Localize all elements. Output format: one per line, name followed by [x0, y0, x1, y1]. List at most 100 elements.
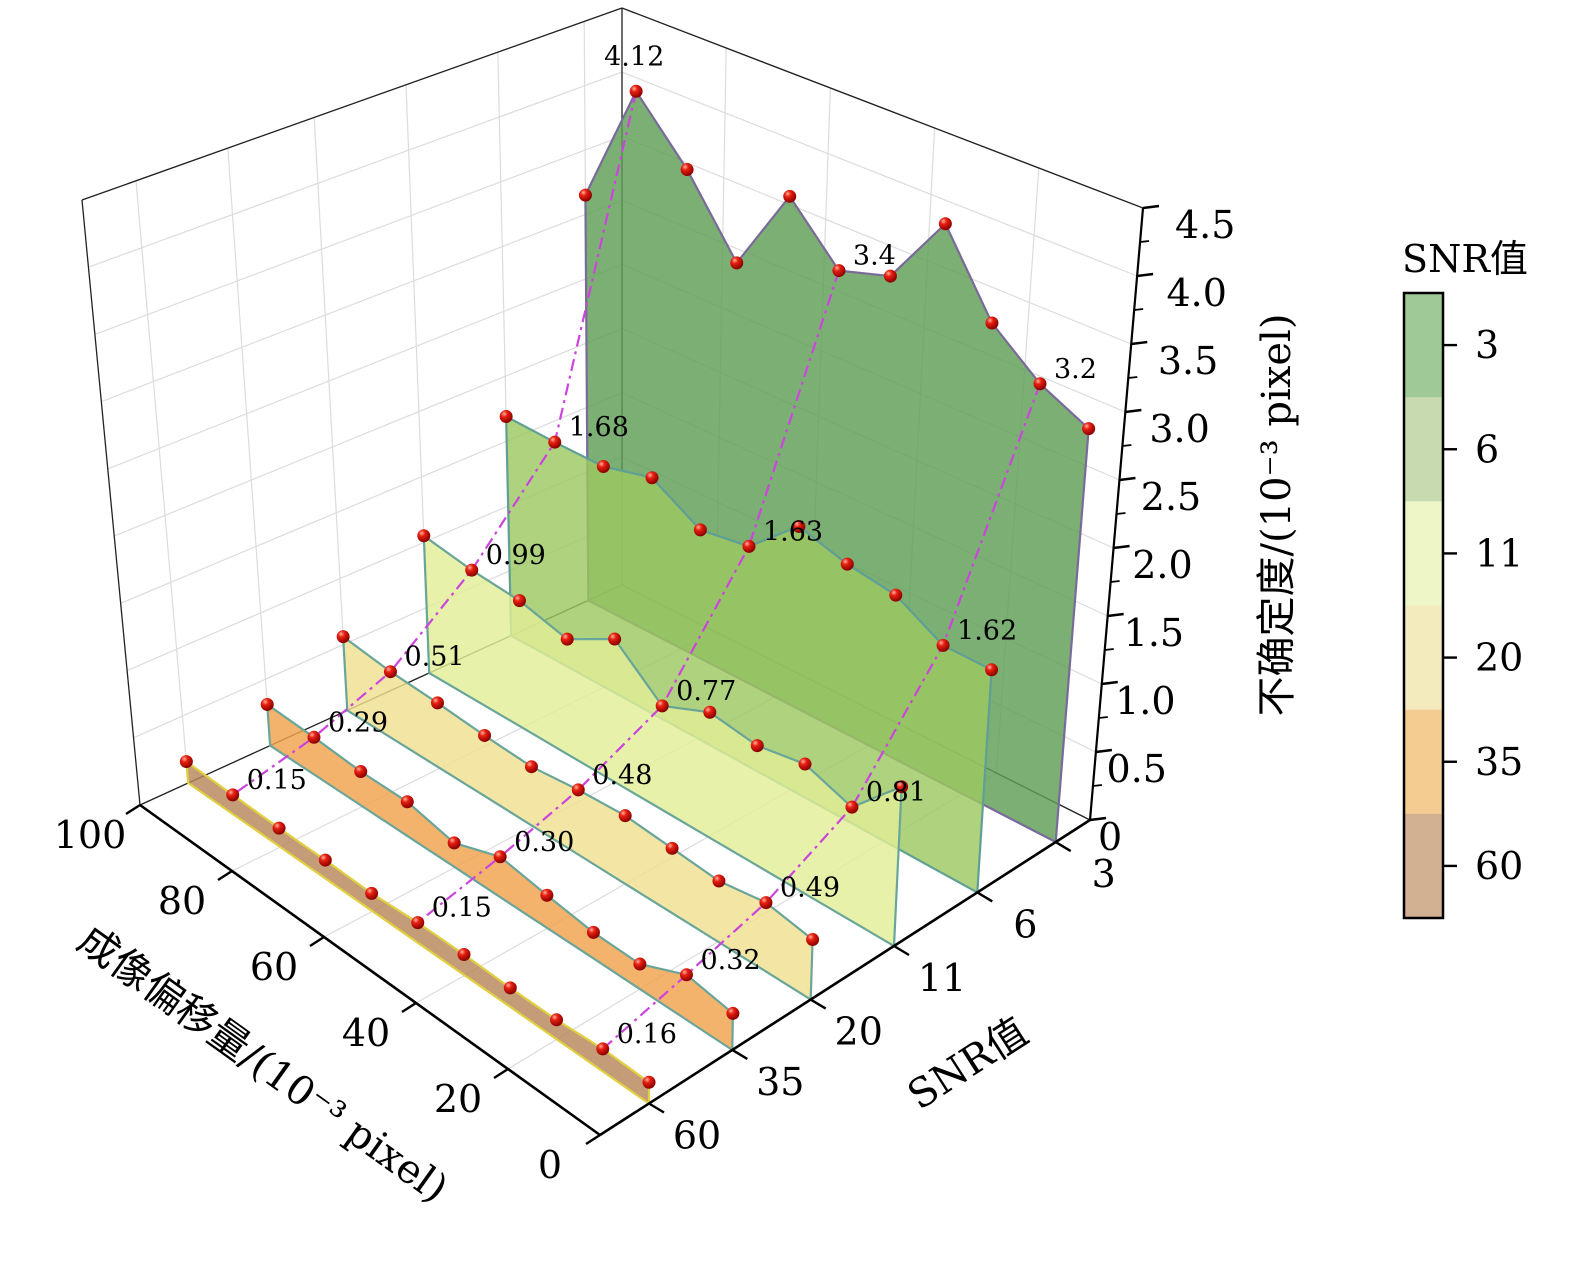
data-point — [540, 888, 554, 902]
data-label: 1.68 — [569, 412, 629, 443]
colorbar-label: 3 — [1475, 323, 1499, 367]
data-point — [457, 948, 471, 962]
data-point — [642, 1075, 656, 1089]
grid-line — [227, 148, 271, 746]
z-tick-label: 4.5 — [1175, 203, 1235, 247]
colorbar-band — [1404, 397, 1443, 502]
z-tick — [1095, 748, 1113, 754]
data-label: 0.49 — [780, 873, 840, 904]
data-point — [383, 665, 397, 679]
colorbar-label: 20 — [1475, 636, 1523, 680]
data-point — [336, 630, 350, 644]
colorbar-band — [1404, 501, 1443, 606]
snr-axis-title: SNR值 — [900, 1009, 1036, 1119]
colorbar-label: 35 — [1475, 740, 1523, 784]
data-point — [759, 896, 773, 910]
data-point — [548, 435, 562, 449]
x-tick — [217, 869, 233, 882]
colorbar-band — [1404, 813, 1443, 919]
data-point — [783, 189, 797, 203]
x-tick-label: 20 — [434, 1077, 482, 1121]
grid-line — [135, 180, 189, 784]
z-tick — [1101, 680, 1118, 686]
z-minor-tick — [1098, 716, 1108, 719]
snr-tick — [976, 891, 993, 903]
z-tick-label: 3.0 — [1149, 407, 1209, 451]
guide-line — [417, 270, 840, 924]
data-point — [571, 783, 585, 797]
z-minor-tick — [1128, 376, 1138, 379]
data-point — [645, 471, 659, 485]
x-tick — [401, 1001, 417, 1014]
data-point — [354, 765, 368, 779]
z-tick-label: 2.5 — [1141, 475, 1201, 519]
data-point — [693, 523, 707, 537]
data-point — [742, 539, 756, 553]
data-point — [318, 853, 332, 867]
guide-line — [232, 91, 638, 796]
data-label: 0.15 — [247, 765, 307, 796]
data-point — [792, 519, 806, 533]
data-point — [596, 1042, 610, 1056]
data-point — [703, 705, 717, 719]
data-point — [798, 757, 812, 771]
data-point — [560, 632, 574, 646]
colorbar-label: 11 — [1475, 531, 1523, 575]
data-point — [712, 874, 726, 888]
z-tick-label: 1.0 — [1115, 679, 1175, 723]
data-point — [633, 957, 647, 971]
snr-tick-label: 3 — [1092, 852, 1116, 896]
x-tick — [493, 1067, 509, 1080]
data-label: 1.62 — [957, 615, 1017, 646]
data-point — [750, 739, 764, 753]
grid-line — [621, 71, 1138, 277]
data-point — [629, 84, 643, 98]
data-label: 1.63 — [763, 516, 823, 547]
box-edge — [81, 199, 141, 806]
data-label: 3.2 — [1054, 354, 1097, 385]
data-point — [1082, 422, 1096, 436]
colorbar-title: SNR值 — [1402, 237, 1528, 281]
data-label: 0.15 — [432, 893, 492, 924]
grid-line — [88, 71, 623, 268]
z-minor-tick — [1092, 784, 1103, 787]
x-tick — [125, 803, 141, 816]
data-point — [1033, 377, 1047, 391]
snr-tick-label: 35 — [756, 1060, 804, 1104]
grid-line — [107, 263, 623, 470]
z-axis-title: 不确定度/(10⁻³ pixel) — [1254, 314, 1300, 717]
z-tick — [1136, 272, 1154, 278]
colorbar: 3 6 11 20 35 60 SNR值 — [1402, 237, 1528, 920]
data-point — [503, 981, 517, 995]
data-point — [447, 836, 461, 850]
snr-tick — [648, 1102, 665, 1114]
data-point — [586, 925, 600, 939]
data-point — [307, 730, 321, 744]
data-label: 0.81 — [866, 777, 926, 808]
data-point — [512, 594, 526, 608]
data-point — [806, 933, 820, 947]
guide-line — [602, 383, 1042, 1050]
data-point — [578, 188, 592, 202]
z-tick-label: 1.5 — [1124, 611, 1184, 655]
data-point — [936, 638, 950, 652]
x-tick-label: 100 — [54, 813, 127, 857]
axis-line — [139, 803, 601, 1137]
data-point — [985, 663, 999, 677]
data-label: 0.77 — [676, 676, 736, 707]
data-point — [655, 699, 669, 713]
z-tick-label: 0.5 — [1107, 747, 1167, 791]
data-point — [889, 588, 903, 602]
data-point — [365, 886, 379, 900]
data-label: 4.12 — [604, 41, 664, 72]
data-label: 0.32 — [700, 945, 760, 976]
x-tick — [309, 935, 325, 948]
z-minor-tick — [1134, 308, 1144, 311]
data-point — [985, 316, 999, 330]
z-tick-label: 3.5 — [1158, 339, 1218, 383]
z-tick — [1113, 544, 1130, 550]
x-tick-label: 40 — [342, 1011, 390, 1055]
grid-line — [113, 328, 623, 537]
grid-line — [621, 135, 1132, 345]
